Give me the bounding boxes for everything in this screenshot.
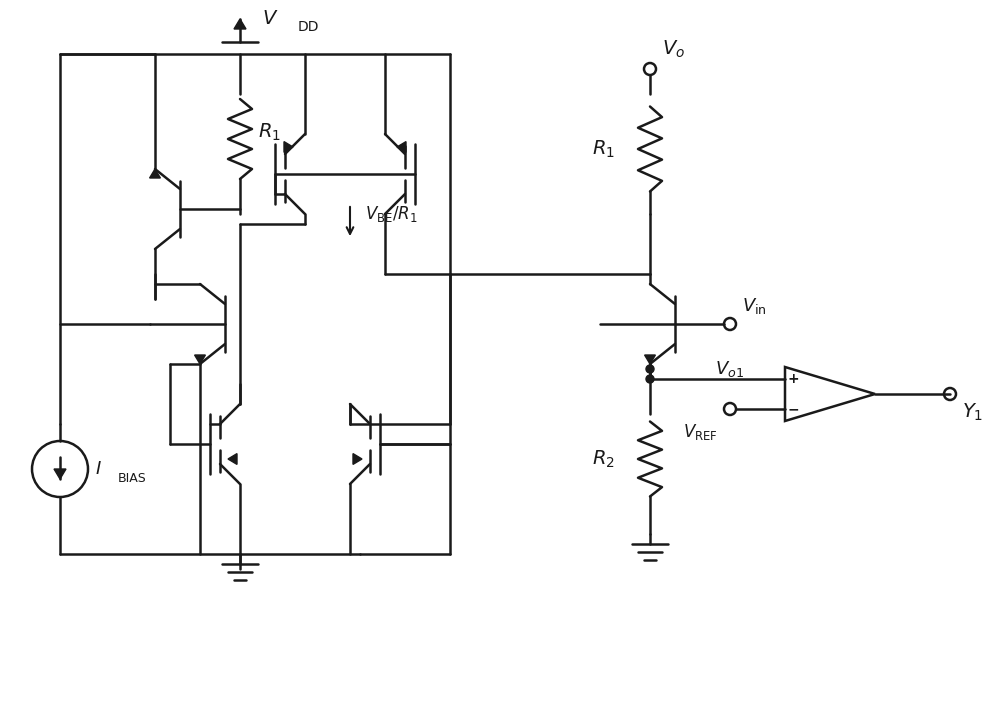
Polygon shape [234,19,246,29]
Polygon shape [150,169,160,178]
Text: DD: DD [298,20,320,34]
Text: $R_1$: $R_1$ [258,122,281,143]
Text: $V$: $V$ [262,9,278,28]
Text: $V_{o1}$: $V_{o1}$ [715,359,744,379]
Text: $R_2$: $R_2$ [592,448,615,470]
Text: −: − [787,402,799,416]
Text: $R_1$: $R_1$ [592,138,615,160]
Text: BIAS: BIAS [118,473,147,486]
Circle shape [646,375,654,383]
Text: $V_{\mathrm{in}}$: $V_{\mathrm{in}}$ [742,296,767,316]
Polygon shape [353,454,362,464]
Polygon shape [397,142,406,152]
Circle shape [646,365,654,373]
Polygon shape [645,355,655,364]
Text: $V_o$: $V_o$ [662,38,685,59]
Polygon shape [54,469,66,479]
Text: $Y_1$: $Y_1$ [962,401,983,423]
Text: $V_{\mathrm{REF}}$: $V_{\mathrm{REF}}$ [683,422,717,442]
Text: $V_{\mathrm{BE}}/R_1$: $V_{\mathrm{BE}}/R_1$ [365,204,418,224]
Text: $I$: $I$ [95,460,102,478]
Polygon shape [284,142,293,152]
Text: +: + [787,372,799,386]
Polygon shape [195,355,205,364]
Polygon shape [228,454,237,464]
